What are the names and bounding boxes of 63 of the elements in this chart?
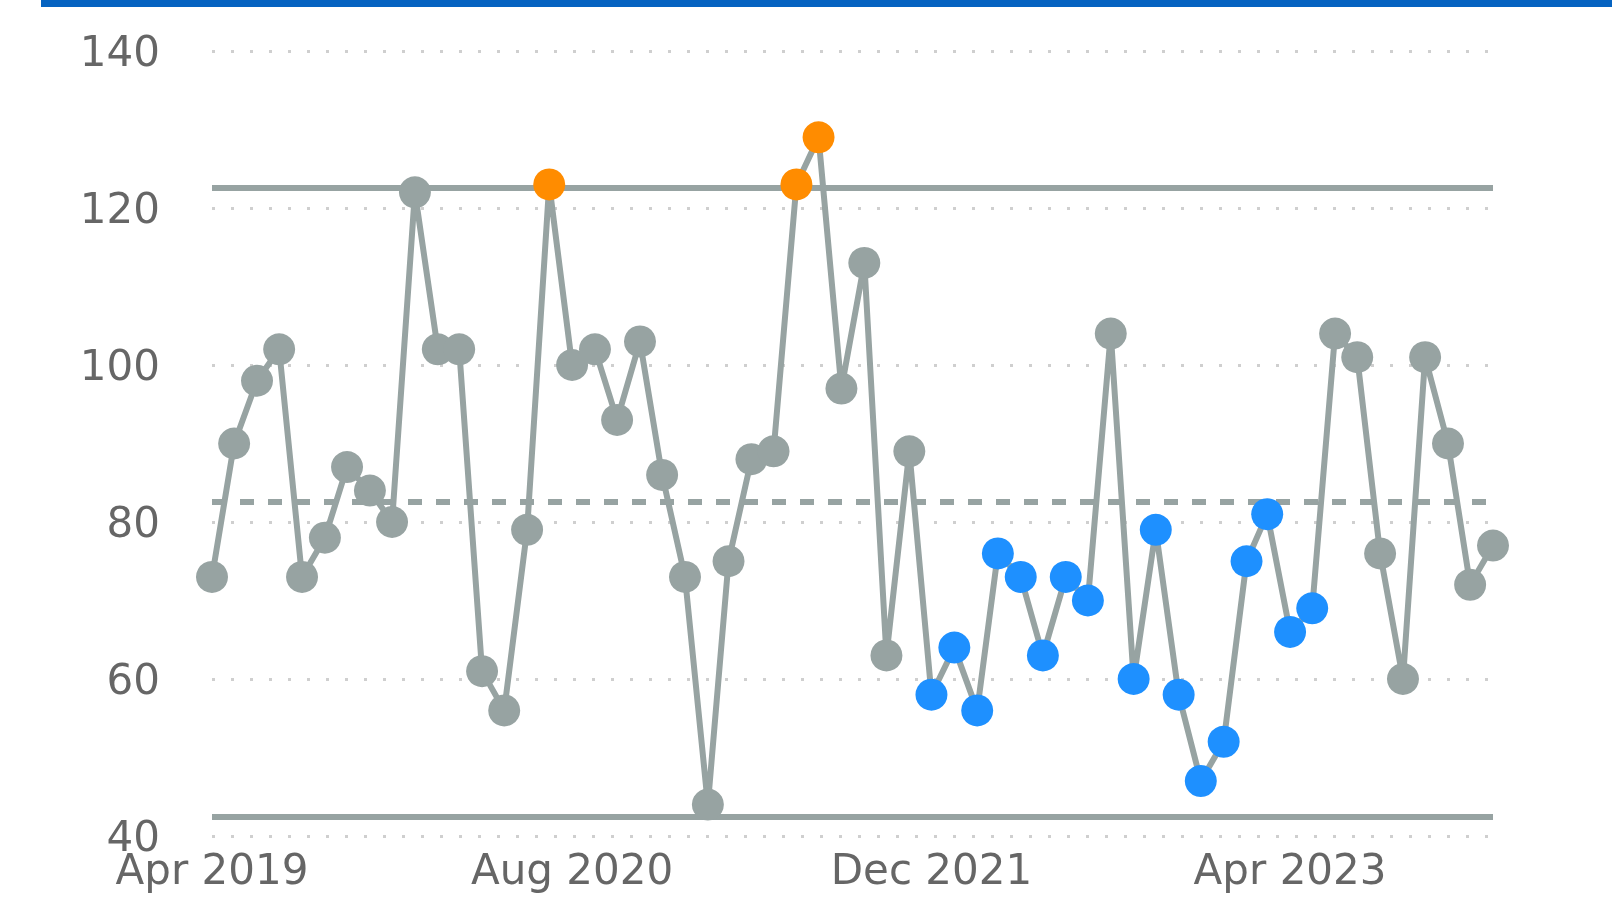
point — [1049, 560, 1082, 593]
point — [961, 694, 994, 727]
point — [1094, 317, 1127, 350]
point — [308, 521, 341, 554]
point — [263, 333, 296, 366]
point — [1004, 560, 1037, 593]
point — [556, 349, 589, 381]
point — [1026, 639, 1059, 672]
y-tick-label: 100 — [79, 340, 160, 390]
y-tick-label: 60 — [106, 654, 160, 704]
point — [1207, 725, 1240, 758]
point — [579, 333, 611, 366]
point — [669, 560, 701, 593]
y-tick-label: 80 — [106, 497, 160, 547]
point — [1387, 663, 1419, 695]
point — [1477, 529, 1509, 562]
point — [1139, 513, 1172, 546]
point — [1409, 341, 1442, 374]
point — [1071, 584, 1104, 617]
point — [331, 451, 364, 484]
point — [1184, 765, 1217, 798]
point — [353, 474, 386, 507]
point — [1230, 545, 1263, 578]
point — [218, 427, 251, 460]
point — [1364, 537, 1397, 570]
point — [1274, 615, 1307, 648]
point — [1432, 427, 1464, 460]
x-tick-label: Dec 2021 — [830, 844, 1033, 894]
point — [1341, 341, 1374, 374]
point — [601, 403, 634, 436]
point — [376, 506, 409, 538]
point — [1319, 317, 1352, 350]
point — [646, 458, 679, 491]
point — [893, 435, 926, 468]
point — [1162, 678, 1195, 711]
point — [938, 631, 971, 664]
point — [691, 788, 724, 821]
point — [1117, 663, 1150, 695]
point — [802, 121, 835, 154]
x-tick-label: Apr 2023 — [1193, 844, 1387, 894]
point — [1454, 568, 1487, 601]
point — [848, 246, 881, 279]
point — [398, 176, 431, 209]
point — [1251, 498, 1284, 531]
point — [780, 168, 813, 201]
point — [825, 372, 858, 405]
point — [488, 694, 521, 727]
point — [241, 364, 274, 397]
y-tick-label: 120 — [79, 183, 160, 233]
point — [196, 560, 228, 593]
point — [757, 435, 790, 468]
point — [712, 545, 745, 578]
point — [624, 325, 656, 358]
point — [466, 655, 499, 688]
point — [533, 168, 566, 201]
y-tick-label: 140 — [79, 26, 160, 76]
point — [915, 678, 948, 711]
point — [286, 560, 319, 593]
point — [1296, 592, 1329, 625]
point — [870, 639, 903, 672]
point — [981, 537, 1014, 570]
x-tick-label: Aug 2020 — [470, 844, 674, 894]
point — [511, 513, 544, 546]
